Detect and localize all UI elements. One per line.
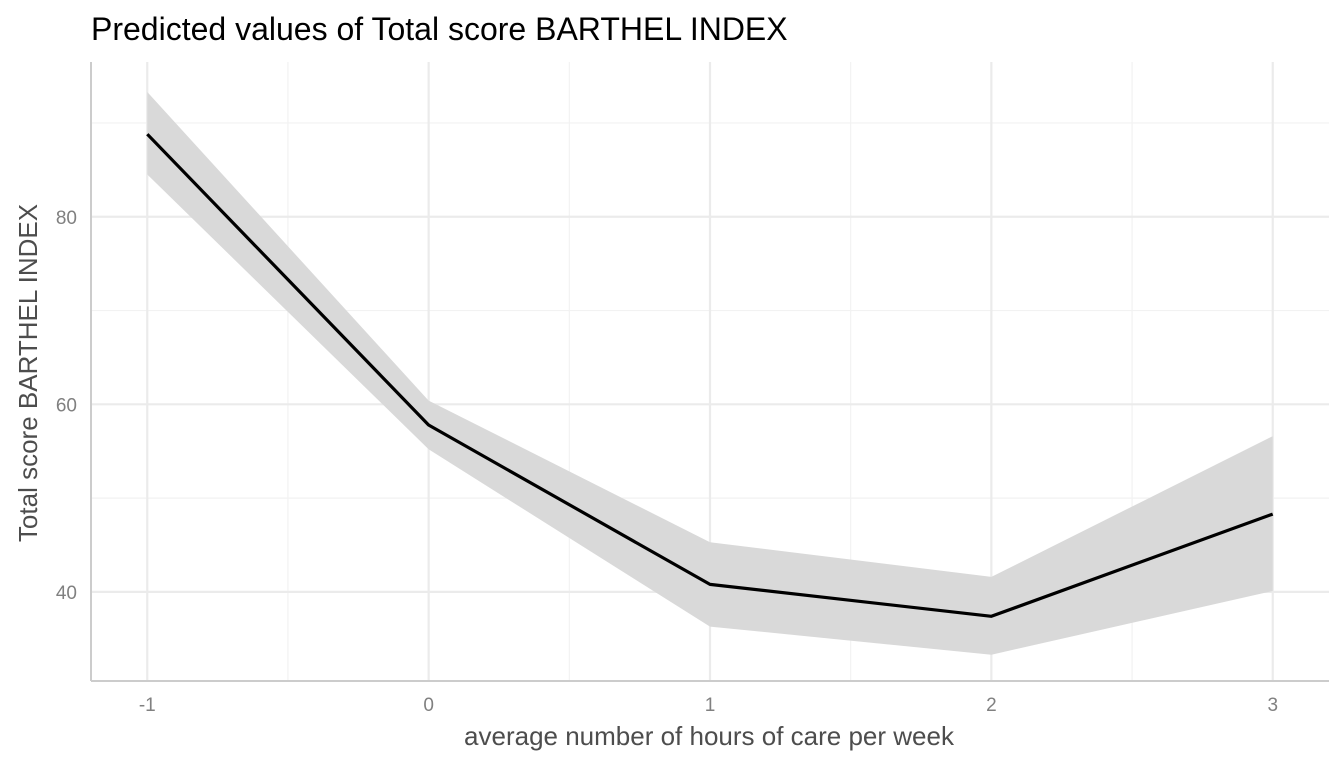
y-axis-title: Total score BARTHEL INDEX <box>13 204 43 542</box>
confidence-band-layer <box>147 92 1273 655</box>
line-layer <box>146 133 1274 618</box>
chart-title: Predicted values of Total score BARTHEL … <box>91 11 788 47</box>
x-tick-label: 2 <box>986 695 997 716</box>
y-tick-label: 40 <box>56 583 77 604</box>
confidence-band <box>147 92 1273 655</box>
x-tick-label: 3 <box>1267 695 1278 716</box>
y-tick-label: 80 <box>56 208 77 229</box>
y-tick-labels: 40 60 80 <box>56 208 77 604</box>
x-tick-label: 1 <box>705 695 716 716</box>
series-line <box>146 133 1274 618</box>
x-tick-label: -1 <box>139 695 156 716</box>
x-tick-labels: -1 0 1 2 3 <box>139 695 1278 716</box>
y-tick-label: 60 <box>56 395 77 416</box>
x-tick-label: 0 <box>423 695 434 716</box>
axes <box>90 62 1329 682</box>
x-axis-title: average number of hours of care per week <box>464 721 955 751</box>
